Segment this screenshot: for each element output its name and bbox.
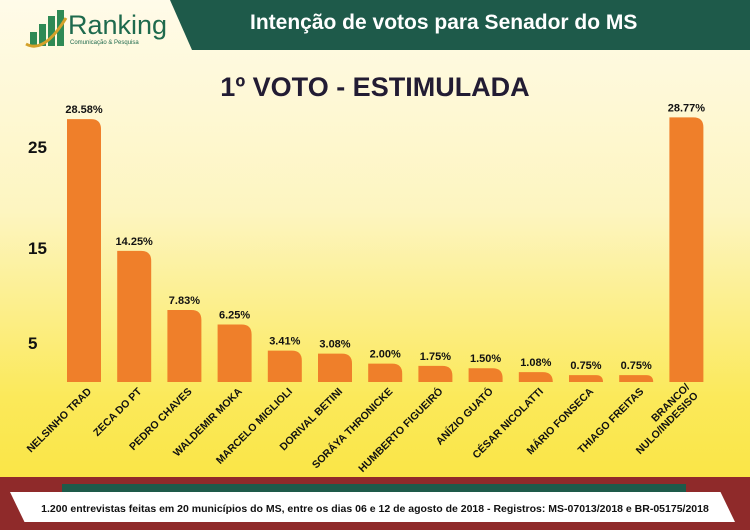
- footer-band: [10, 492, 735, 522]
- data-label: 0.75%: [621, 360, 652, 372]
- bar: [67, 119, 101, 383]
- logo-name: Ranking: [68, 10, 168, 40]
- x-category-label: HUMBERTO FIGUEIRÓ: [356, 385, 446, 475]
- footer-stripe: [62, 484, 686, 494]
- data-label: 14.25%: [116, 236, 154, 248]
- logo-icon: [25, 10, 68, 48]
- data-label: 1.08%: [520, 357, 551, 369]
- y-tick-label: 25: [28, 138, 47, 157]
- header-banner: [170, 0, 750, 50]
- logo-subtitle: Comunicação & Pesquisa: [70, 40, 139, 46]
- x-category-label: SORÁYA THRONICKE: [309, 385, 395, 471]
- bar: [619, 375, 654, 382]
- data-label: 7.83%: [169, 295, 200, 307]
- data-label: 1.50%: [470, 353, 501, 365]
- x-category-label: ZECA DO PT: [91, 385, 145, 439]
- chart-title: 1º VOTO - ESTIMULADA: [220, 72, 530, 102]
- bar: [217, 324, 252, 382]
- bar-chart: 5 15 25 28.58% NELSINHO TRAD 14.25% ZECA DO PT…: [25, 102, 706, 475]
- bar: [569, 375, 603, 382]
- data-label: 2.00%: [370, 349, 401, 361]
- y-tick-label: 5: [28, 334, 37, 353]
- data-label: 3.41%: [269, 336, 300, 348]
- bar: [368, 363, 403, 382]
- data-label: 0.75%: [570, 360, 601, 372]
- x-category-label: NELSINHO TRAD: [25, 385, 95, 455]
- bar: [167, 309, 202, 382]
- bar: [468, 368, 503, 382]
- data-label: 28.77%: [668, 102, 706, 114]
- data-label: 6.25%: [219, 310, 250, 322]
- y-tick-label: 15: [28, 239, 47, 258]
- bar: [117, 250, 152, 382]
- footer: 1.200 entrevistas feitas em 20 município…: [0, 477, 750, 530]
- bar: [318, 353, 352, 382]
- data-label: 1.75%: [420, 351, 451, 363]
- bar: [669, 117, 704, 382]
- footer-text: 1.200 entrevistas feitas em 20 município…: [41, 503, 709, 515]
- bar: [518, 372, 553, 382]
- data-label: 3.08%: [319, 339, 350, 351]
- header-title: Intenção de votos para Senador do MS: [250, 11, 638, 34]
- data-label: 28.58%: [65, 104, 103, 116]
- bar: [267, 350, 302, 382]
- bar: [418, 365, 453, 382]
